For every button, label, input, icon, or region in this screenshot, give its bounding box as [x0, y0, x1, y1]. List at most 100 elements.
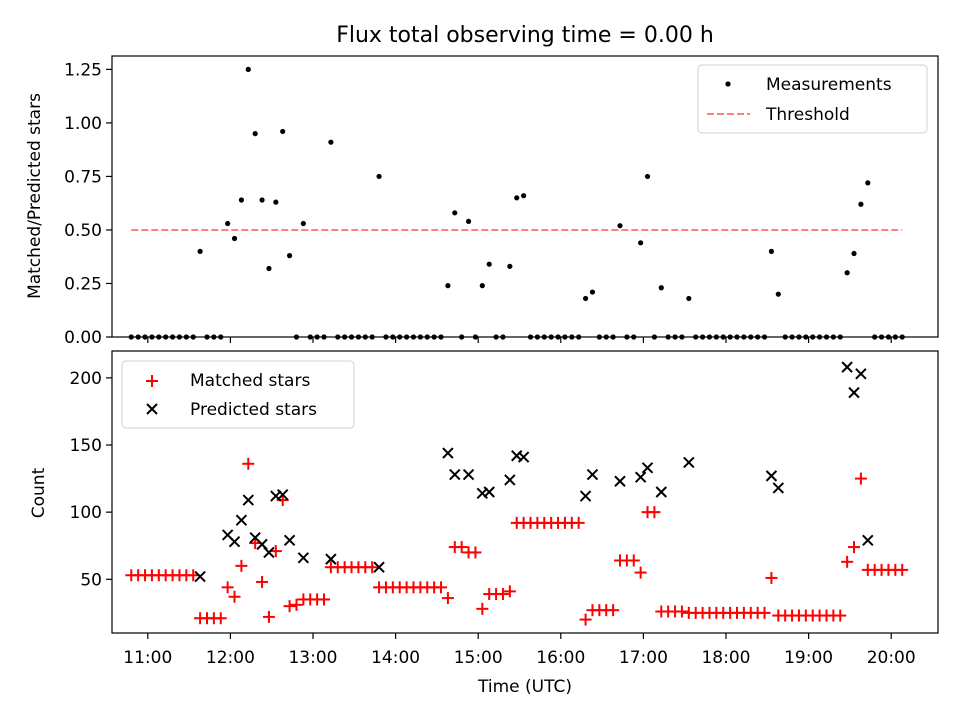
predicted-star-point: [504, 474, 516, 486]
measurement-point: [259, 197, 265, 203]
bottom-y-axis-label: Count: [29, 467, 49, 518]
measurement-point: [465, 218, 472, 224]
matched-star-point: [290, 598, 303, 611]
measurement-point: [273, 199, 279, 205]
legend-predicted-label: Predicted stars: [190, 400, 317, 420]
chart-title: Flux total observing time = 0.00 h: [336, 23, 714, 48]
legend-measurements-marker: [725, 81, 731, 87]
predicted-star-point: [655, 486, 667, 498]
matched-star-point: [242, 457, 255, 470]
measurement-point: [686, 295, 692, 302]
measurement-point: [844, 270, 850, 276]
predicted-star-point: [194, 570, 206, 583]
matched-star-point: [627, 554, 640, 567]
measurement-point: [521, 193, 527, 199]
top-y-tick-label: 0.75: [64, 167, 102, 187]
measurement-point: [231, 235, 238, 242]
measurement-point: [589, 289, 596, 295]
predicted-star-point: [579, 490, 592, 502]
predicted-star-point: [641, 462, 654, 474]
top-y-axis-label: Matched/Predicted stars: [25, 93, 45, 299]
matched-star-point: [648, 506, 661, 519]
measurement-point: [445, 283, 451, 289]
predicted-star-point: [483, 486, 495, 498]
predicted-star-point: [325, 553, 337, 565]
predicted-star-point: [235, 514, 248, 526]
measurement-point: [638, 240, 644, 246]
measurement-point: [452, 210, 458, 216]
bottom-y-tick-label: 50: [80, 570, 102, 590]
bottom-axis-ticks: 50 100 150 200 11:00 12:00 13:00 14:00 15:00 16:0…: [70, 369, 916, 668]
measurement-point: [328, 139, 334, 145]
measurement-point: [197, 248, 203, 254]
measurement-point: [658, 285, 664, 291]
matched-star-point: [841, 555, 854, 568]
top-y-tick-label: 1.00: [64, 114, 102, 134]
matched-star-point: [256, 575, 269, 588]
matched-star-point: [572, 516, 585, 529]
matched-star-point: [221, 581, 234, 594]
top-y-tick-label: 0.00: [64, 328, 102, 348]
top-axis-ticks: 0.00 0.25 0.50 0.75 1.00 1.25: [64, 60, 892, 348]
predicted-star-point: [373, 561, 385, 573]
measurement-point: [266, 265, 272, 272]
predicted-star-point: [765, 470, 778, 482]
bottom-x-tick-label: 17:00: [619, 648, 668, 668]
predicted-star-point: [449, 468, 461, 481]
predicted-star-point: [634, 471, 647, 483]
matched-star-point: [469, 546, 482, 559]
legend-measurements-label: Measurements: [766, 75, 892, 95]
bottom-x-tick-label: 12:00: [206, 648, 255, 668]
predicted-star-point: [586, 468, 599, 481]
bottom-legend: Matched stars Predicted stars: [121, 360, 355, 429]
matched-star-point: [228, 590, 241, 603]
measurement-point: [617, 223, 623, 229]
matched-star-point: [214, 612, 227, 625]
matched-star-point: [758, 606, 771, 619]
measurement-point: [225, 220, 231, 227]
predicted-star-point: [442, 447, 454, 459]
measurement-point: [865, 180, 871, 186]
bottom-x-tick-label: 19:00: [784, 648, 833, 668]
bottom-x-tick-label: 13:00: [288, 648, 337, 668]
top-y-tick-label: 0.50: [64, 221, 102, 241]
predicted-star-point: [848, 386, 860, 399]
predicted-star-point: [862, 534, 874, 547]
matched-star-point: [441, 592, 454, 605]
top-legend: Measurements Threshold: [697, 64, 928, 134]
legend-predicted-marker: [146, 403, 158, 415]
measurement-point: [582, 295, 589, 302]
measurement-point: [775, 291, 781, 297]
measurement-point: [479, 283, 485, 289]
matched-star-point: [476, 602, 489, 615]
matched-star-point: [283, 600, 296, 613]
matched-star-point: [366, 561, 379, 574]
matched-star-point: [579, 613, 592, 626]
matched-star-point: [496, 588, 509, 601]
measurement-point: [858, 201, 864, 207]
bottom-y-tick-label: 150: [70, 436, 102, 456]
predicted-star-point: [242, 494, 254, 506]
bottom-x-tick-label: 18:00: [701, 648, 750, 668]
predicted-star-point: [683, 456, 695, 469]
legend-matched-label: Matched stars: [190, 371, 310, 391]
matched-star-point: [503, 585, 516, 598]
predicted-star-point: [283, 534, 296, 547]
matched-star-point: [896, 563, 909, 576]
predicted-star-point: [772, 482, 785, 494]
matched-star-point: [634, 566, 647, 579]
matched-star-point: [269, 545, 282, 558]
matched-star-point: [262, 610, 275, 623]
measurement-point: [300, 220, 306, 227]
predicted-star-point: [263, 546, 275, 559]
predicted-star-point: [297, 552, 310, 564]
matched-star-point: [318, 593, 331, 606]
bottom-plot-frame: [111, 350, 939, 634]
measurement-point: [245, 66, 251, 72]
matched-star-point: [854, 472, 867, 485]
top-plot-frame: [111, 55, 939, 338]
bottom-plot-marks: [125, 361, 909, 626]
ratio-panel: Flux total observing time = 0.00 h Match…: [25, 23, 939, 348]
legend-matched-marker: [146, 375, 158, 387]
predicted-star-point: [517, 451, 530, 463]
